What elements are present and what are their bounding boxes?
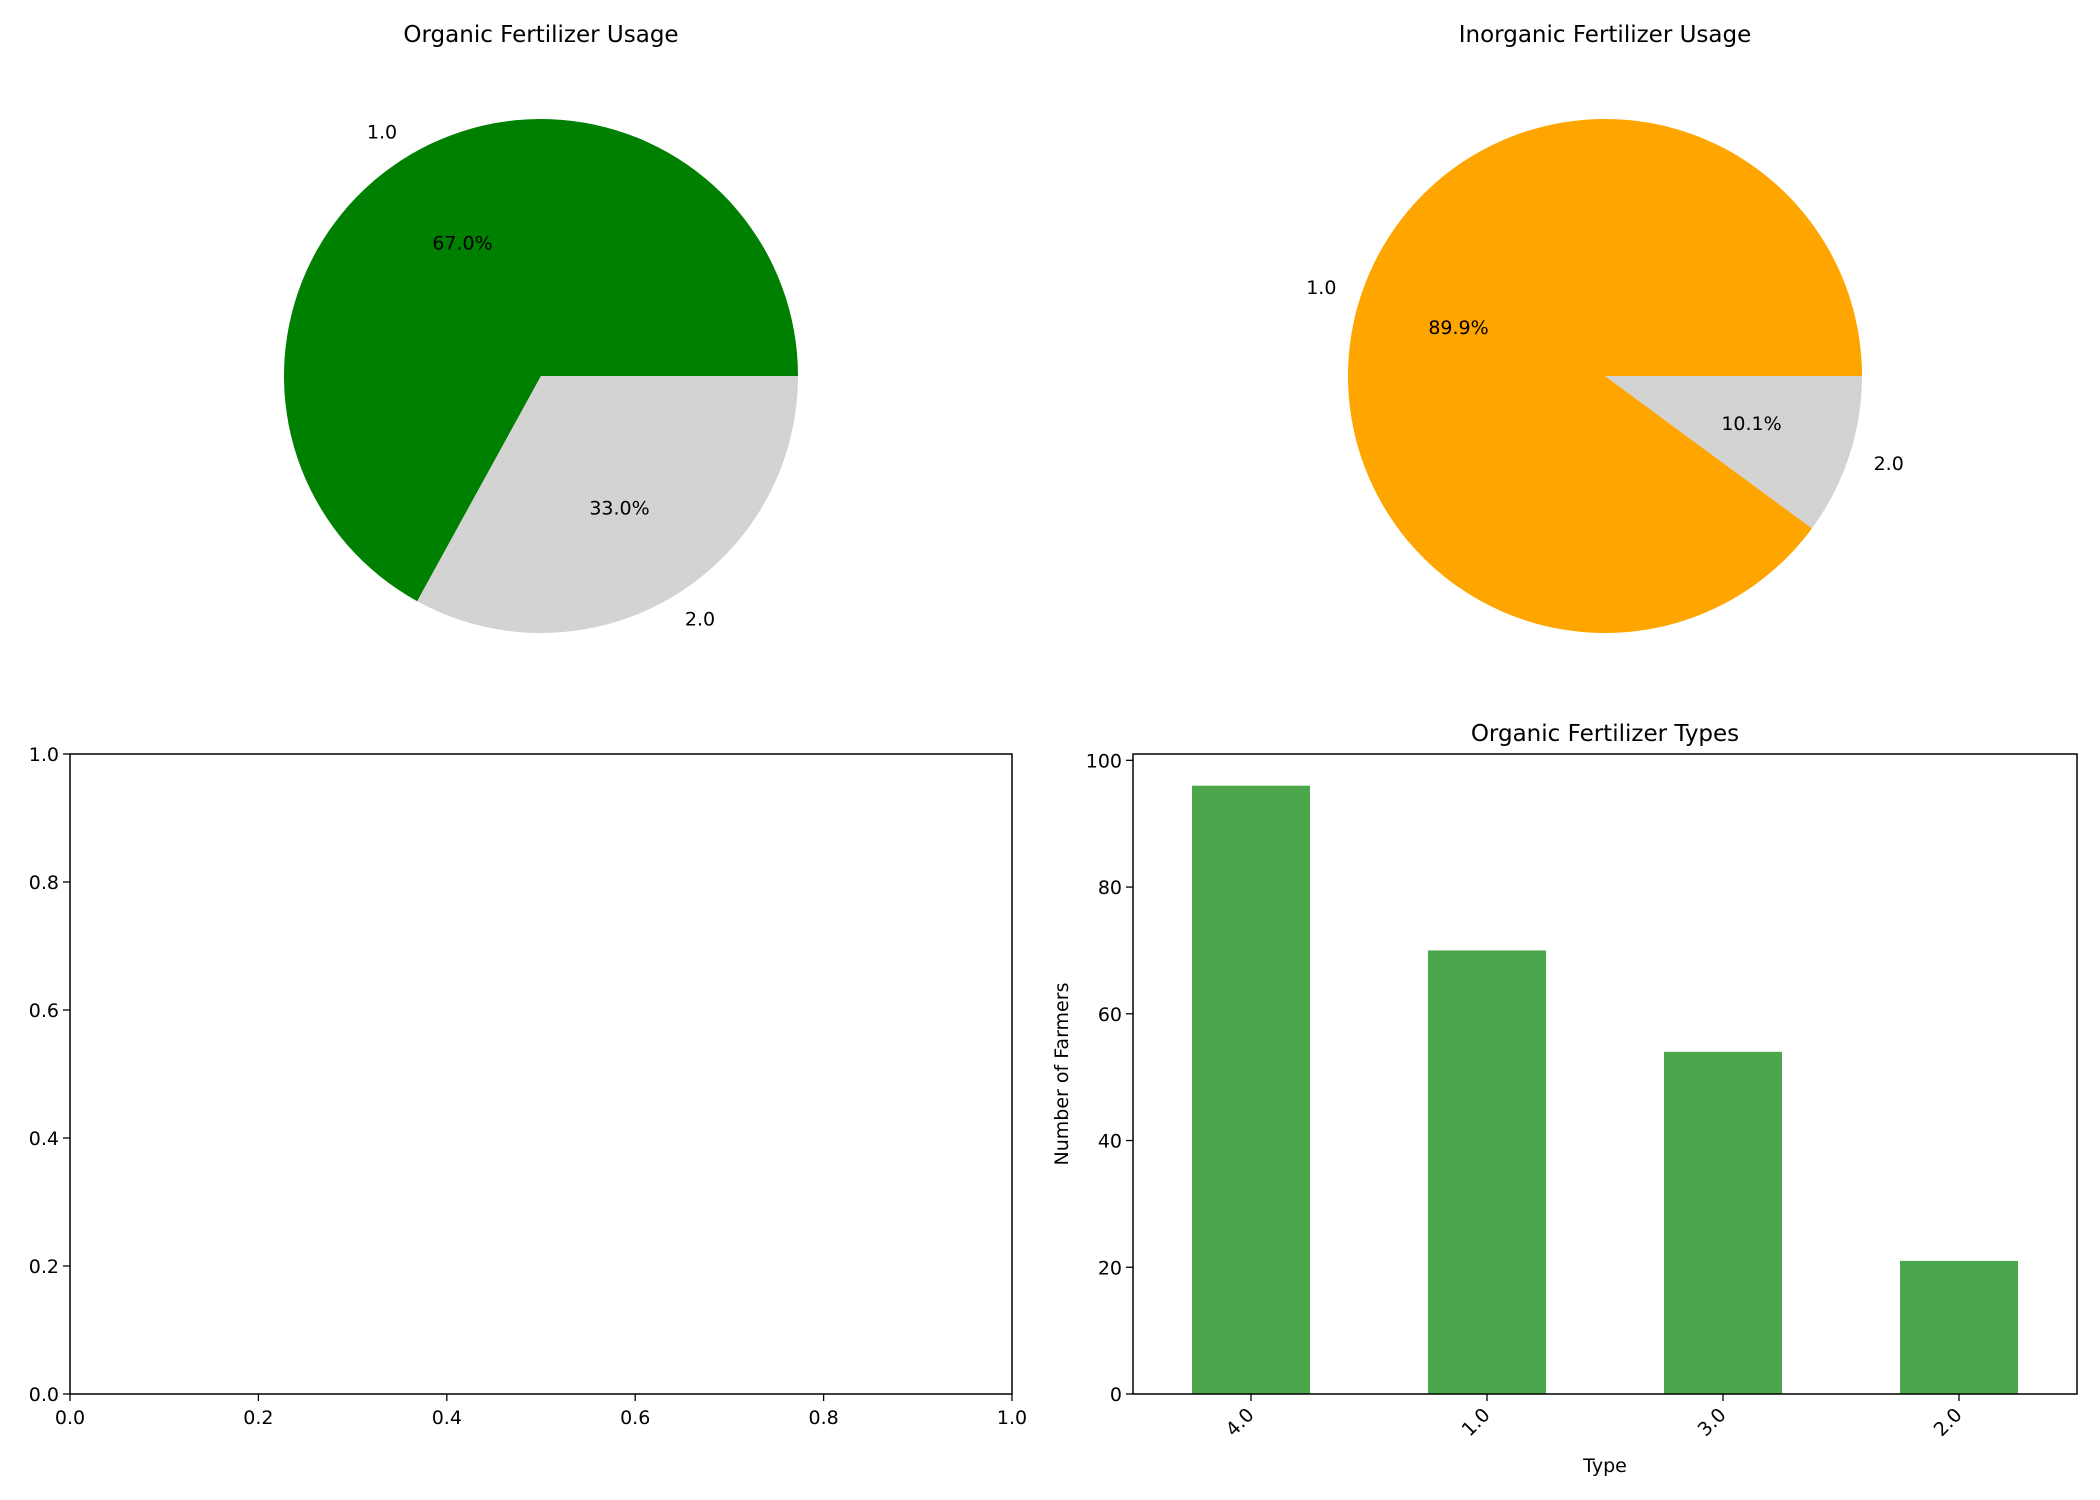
bar-3.0 [1664, 1051, 1782, 1394]
pie-pct-label: 89.9% [1428, 317, 1488, 339]
pie-label: 1.0 [367, 122, 397, 144]
empty-axes-frame [69, 753, 1013, 1395]
x-tick-label: 0.8 [808, 1407, 838, 1429]
y-tick-label: 0 [1110, 1384, 1122, 1406]
y-tick-label: 0.0 [29, 1384, 59, 1406]
x-tick-label: 3.0 [1694, 1404, 1731, 1441]
pie-label: 1.0 [1306, 277, 1336, 299]
y-tick-label: 0.8 [29, 872, 59, 894]
y-tick-label: 0.6 [29, 1000, 59, 1022]
pie-slice-1.0 [284, 119, 798, 602]
pie-label: 2.0 [1874, 453, 1904, 475]
y-tick-label: 20 [1098, 1257, 1122, 1279]
y-tick-label: 60 [1098, 1004, 1122, 1026]
pie-label: 2.0 [685, 608, 715, 630]
bar-1.0 [1428, 950, 1546, 1394]
y-tick-label: 40 [1098, 1131, 1122, 1153]
pie-slice-2.0 [1605, 376, 1862, 529]
pie-slice-2.0 [417, 376, 798, 633]
y-tick-label: 0.4 [29, 1128, 59, 1150]
pie-pct-label: 33.0% [589, 498, 649, 520]
x-tick-label: 0.0 [55, 1407, 85, 1429]
pie-pct-label: 67.0% [432, 232, 492, 254]
x-tick-label: 1.0 [997, 1407, 1027, 1429]
y-tick-label: 0.2 [29, 1256, 59, 1278]
pie-title: Organic Fertilizer Usage [403, 22, 678, 48]
bar-axes-frame [1132, 753, 2078, 1395]
x-axis-label: Type [1582, 1455, 1627, 1477]
pie-pct-label: 10.1% [1721, 413, 1781, 435]
x-tick-label: 0.4 [432, 1407, 462, 1429]
y-tick-label: 100 [1086, 750, 1122, 772]
x-tick-label: 0.6 [620, 1407, 650, 1429]
bar-4.0 [1192, 785, 1310, 1394]
y-tick-label: 80 [1098, 877, 1122, 899]
pie-title: Inorganic Fertilizer Usage [1459, 22, 1752, 48]
bar-2.0 [1900, 1260, 2018, 1394]
x-tick-label: 0.2 [243, 1407, 273, 1429]
y-axis-label: Number of Farmers [1051, 983, 1073, 1166]
x-tick-label: 4.0 [1222, 1404, 1259, 1441]
bar-chart-title: Organic Fertilizer Types [1471, 721, 1739, 747]
y-tick-label: 1.0 [29, 744, 59, 766]
x-tick-label: 2.0 [1930, 1404, 1967, 1441]
x-tick-label: 1.0 [1458, 1404, 1495, 1441]
